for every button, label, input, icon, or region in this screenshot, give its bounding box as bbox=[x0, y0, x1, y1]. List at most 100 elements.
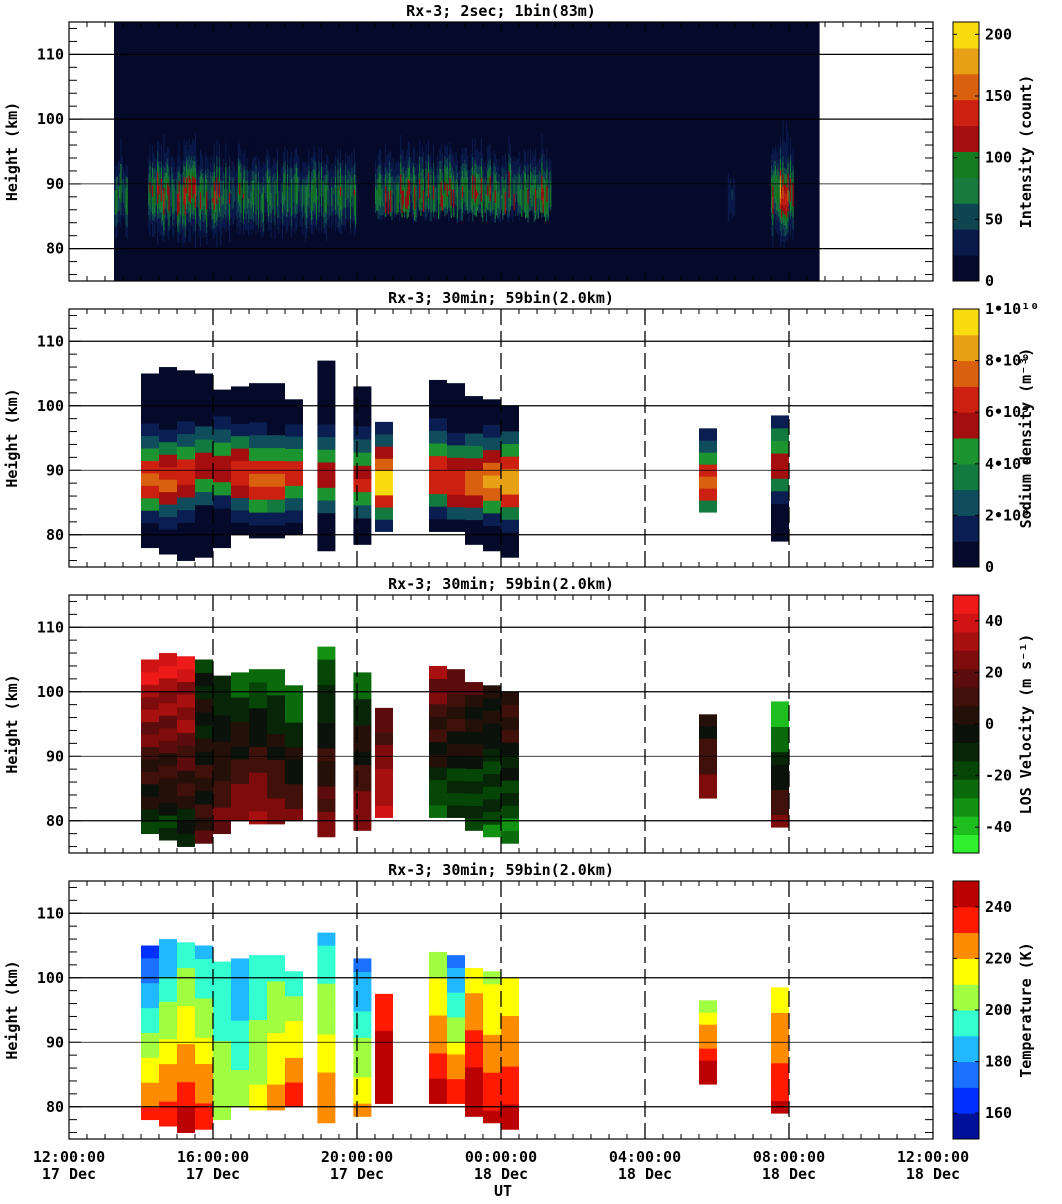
intensity-cell bbox=[390, 138, 392, 144]
intensity-cell bbox=[331, 191, 333, 197]
intensity-cell bbox=[292, 151, 294, 158]
intensity-cell bbox=[202, 205, 204, 211]
intensity-cell bbox=[426, 176, 428, 181]
intensity-cell bbox=[326, 197, 328, 203]
intensity-cell bbox=[258, 227, 260, 233]
intensity-cell bbox=[172, 207, 174, 214]
intensity-cell bbox=[193, 177, 195, 184]
intensity-cell bbox=[307, 144, 309, 149]
intensity-cell bbox=[148, 142, 150, 149]
intensity-cell bbox=[239, 211, 241, 218]
intensity-cell bbox=[180, 163, 183, 170]
intensity-cell bbox=[114, 44, 116, 58]
intensity-cell bbox=[461, 193, 464, 198]
intensity-cell bbox=[297, 158, 299, 164]
intensity-cell bbox=[245, 230, 247, 237]
intensity-cell bbox=[315, 141, 318, 147]
intensity-cell bbox=[438, 129, 440, 135]
intensity-cell bbox=[149, 144, 151, 150]
intensity-cell bbox=[298, 145, 300, 152]
intensity-cell bbox=[450, 144, 452, 149]
intensity-cell bbox=[159, 137, 161, 144]
intensity-cell bbox=[382, 158, 384, 164]
intensity-cell bbox=[177, 226, 179, 232]
intensity-cell bbox=[281, 181, 284, 188]
intensity-cell bbox=[223, 173, 226, 179]
intensity-cell bbox=[207, 136, 209, 142]
intensity-cell bbox=[164, 212, 166, 218]
intensity-cell bbox=[212, 145, 214, 152]
intensity-cell bbox=[288, 142, 290, 148]
intensity-cell bbox=[382, 210, 384, 216]
intensity-cell bbox=[309, 228, 311, 235]
intensity-cell bbox=[341, 193, 343, 198]
intensity-cell bbox=[293, 170, 295, 176]
intensity-cell bbox=[328, 177, 330, 184]
intensity-cell bbox=[256, 151, 258, 157]
intensity-cell bbox=[319, 229, 321, 236]
intensity-cell bbox=[309, 181, 311, 188]
intensity-cell bbox=[293, 227, 295, 232]
intensity-cell bbox=[245, 219, 247, 226]
intensity-cell bbox=[376, 143, 378, 148]
intensity-cell bbox=[451, 189, 454, 195]
intensity-cell bbox=[255, 144, 257, 150]
intensity-cell bbox=[400, 135, 402, 140]
intensity-cell bbox=[227, 191, 229, 197]
intensity-cell bbox=[244, 165, 246, 172]
intensity-cell bbox=[308, 228, 310, 235]
intensity-cell bbox=[426, 146, 428, 151]
intensity-cell bbox=[339, 153, 342, 159]
intensity-cell bbox=[403, 151, 406, 157]
intensity-cell bbox=[209, 209, 212, 216]
intensity-cell bbox=[308, 128, 310, 135]
intensity-cell bbox=[353, 148, 355, 155]
intensity-cell bbox=[265, 225, 267, 230]
intensity-cell bbox=[217, 160, 219, 167]
intensity-cell bbox=[356, 129, 358, 135]
intensity-cell bbox=[459, 198, 461, 204]
intensity-cell bbox=[278, 136, 280, 143]
intensity-cell bbox=[163, 182, 165, 188]
intensity-cell bbox=[409, 180, 411, 185]
intensity-cell bbox=[395, 177, 397, 182]
intensity-cell bbox=[445, 210, 447, 215]
intensity-cell bbox=[183, 226, 185, 233]
intensity-cell bbox=[153, 168, 155, 174]
intensity-cell bbox=[201, 178, 203, 185]
intensity-cell bbox=[322, 201, 324, 207]
intensity-cell bbox=[451, 172, 454, 177]
intensity-cell bbox=[222, 144, 224, 150]
intensity-cell bbox=[174, 199, 176, 206]
intensity-cell bbox=[342, 154, 344, 160]
intensity-cell bbox=[295, 229, 297, 236]
intensity-cell bbox=[443, 161, 445, 166]
intensity-cell bbox=[209, 155, 212, 162]
intensity-cell bbox=[313, 196, 315, 202]
intensity-cell bbox=[212, 171, 214, 178]
intensity-cell bbox=[153, 142, 155, 148]
intensity-cell bbox=[402, 141, 404, 146]
intensity-cell bbox=[449, 198, 451, 204]
intensity-cell bbox=[416, 163, 418, 169]
intensity-cell bbox=[412, 214, 414, 219]
intensity-cell bbox=[242, 183, 245, 189]
intensity-cell bbox=[344, 142, 347, 149]
intensity-cell bbox=[351, 205, 353, 212]
intensity-cell bbox=[204, 208, 207, 215]
intensity-cell bbox=[390, 168, 392, 174]
intensity-cell bbox=[321, 215, 323, 222]
intensity-cell bbox=[261, 131, 263, 138]
intensity-cell bbox=[297, 190, 299, 196]
intensity-cell bbox=[318, 206, 320, 213]
intensity-cell bbox=[395, 142, 397, 147]
intensity-cell bbox=[251, 233, 253, 239]
intensity-cell bbox=[351, 181, 353, 187]
intensity-cell bbox=[299, 205, 301, 211]
intensity-cell bbox=[388, 206, 391, 211]
intensity-cell bbox=[280, 141, 282, 148]
intensity-cell bbox=[283, 141, 285, 148]
intensity-cell bbox=[189, 178, 191, 184]
intensity-cell bbox=[163, 208, 165, 215]
intensity-cell bbox=[187, 188, 189, 194]
